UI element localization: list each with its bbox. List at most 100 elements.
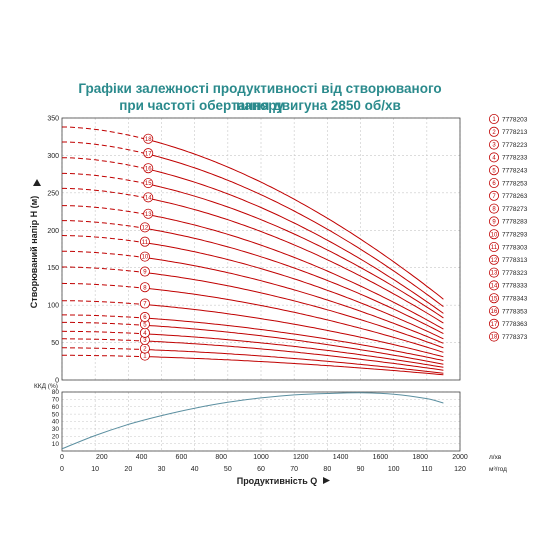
head-curve [144,317,444,361]
head-curve-dashed [62,157,146,169]
head-curve-dashed [62,141,146,154]
chart-title-line-1: Графіки залежності продуктивності від ст… [78,81,442,113]
head-curve [144,242,444,340]
x-tick-lpm: 1200 [293,454,309,461]
legend-number-7: 7 [492,194,496,200]
head-curve-dashed [62,347,145,351]
curve-label-circle [139,236,150,247]
legend-marker [488,280,499,291]
curve-label-4: 4 [143,331,147,337]
curve-label-circle [139,282,150,293]
curve-label-16: 16 [145,166,152,172]
curve-label-circle [139,312,150,323]
eff-y-tick-label: 30 [52,426,60,433]
head-curve [144,287,444,353]
x-axis-label: Продуктивність Q [237,476,318,486]
legend-number-16: 16 [491,309,498,315]
x-tick-lpm: 200 [96,454,108,461]
legend-number-17: 17 [491,322,498,328]
x-tick-lpm: 1400 [333,454,349,461]
curve-label-15: 15 [145,181,152,187]
head-curve [144,257,444,344]
y-tick-label: 150 [47,265,59,272]
eff-y-axis-label: ККД (%) [34,383,58,390]
legend: 1 7778203 2 7778213 3 7778223 4 7778233 5 7778243… [488,114,528,342]
head-curve-dashed [61,330,145,335]
legend-marker [488,293,499,304]
head-curve-dashed [61,282,145,289]
head-curve-dashed [62,338,145,342]
eff-y-tick-label: 80 [52,389,60,396]
x-tick-m3h: 70 [290,466,298,473]
legend-label-7778313: 7778313 [502,257,528,264]
eff-plot-area [61,391,461,452]
head-curve [144,168,444,314]
head-curve [144,324,444,365]
curve-label-circle [139,251,150,262]
head-curve-dashed [62,354,145,358]
legend-number-3: 3 [492,143,496,149]
legend-number-13: 13 [491,271,498,277]
x-tick-m3h: 80 [323,466,331,473]
x-tick-m3h: 60 [257,466,265,473]
legend-marker [488,114,499,125]
legend-label-7778243: 7778243 [502,168,528,175]
legend-number-9: 9 [492,220,496,226]
x-tick-m3h: 40 [191,466,199,473]
x-tick-lpm: 1000 [253,454,269,461]
curve-label-3: 3 [143,338,147,344]
eff-chart-frame [61,391,461,452]
curve-label-13: 13 [145,212,152,218]
legend-marker [488,177,499,188]
head-y-ticks: 0 50 100 150 200 250 300 350 [47,116,59,385]
curve-label-circle [139,266,150,277]
head-curve [144,152,444,307]
y-axis-label: Створюваний напір Н (м) [29,196,39,308]
curve-label-circle [143,208,154,219]
curve-label-2: 2 [143,347,147,353]
x-unit-lpm: л/хв [489,454,502,461]
curve-label-12: 12 [142,225,149,231]
chart-title-line-2: при частоті обертання двигуна 2850 об/хв [119,98,401,113]
legend-label-7778213: 7778213 [502,129,528,136]
curve-label-circle [143,192,154,203]
head-y-label-group: Створюваний напір Н (м) [29,179,41,308]
legend-number-12: 12 [491,258,498,264]
curve-label-11: 11 [142,240,149,246]
x-tick-m3h: 0 [60,466,64,473]
x-axis-labels: Продуктивність Q [237,476,330,486]
legend-label-7778253: 7778253 [502,180,528,187]
legend-marker [488,126,499,137]
legend-number-4: 4 [492,156,496,162]
legend-marker [488,152,499,163]
legend-label-7778203: 7778203 [502,116,528,123]
head-curve [144,304,444,358]
eff-y-tick-label: 40 [52,419,60,426]
eff-y-tick-label: 50 [52,411,60,418]
y-tick-label: 0 [55,378,59,385]
head-plot-area [61,117,461,381]
curve-label-8: 8 [143,285,147,291]
legend-marker [488,241,499,252]
curve-label-circle [143,148,154,159]
legend-label-7778223: 7778223 [502,142,528,149]
head-curve-dashed [62,220,145,229]
legend-marker [488,229,499,240]
x-tick-m3h: 120 [454,466,466,473]
eff-curve [61,392,444,450]
head-curve [144,356,444,376]
x-tick-m3h: 90 [357,466,365,473]
x-tick-m3h: 110 [421,466,432,473]
legend-number-15: 15 [491,296,498,302]
eff-y-tick-label: 20 [52,433,60,440]
x-tick-lpm: 2000 [452,454,468,461]
head-chart-grid [61,117,461,381]
head-curve [144,213,444,330]
head-curves [61,126,444,376]
legend-label-7778323: 7778323 [502,270,528,277]
legend-number-2: 2 [492,130,496,136]
